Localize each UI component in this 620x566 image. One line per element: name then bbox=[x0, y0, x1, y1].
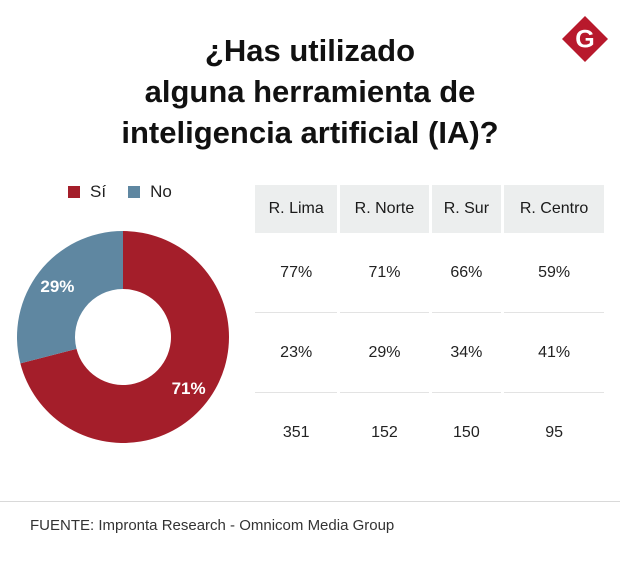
column-header: R. Sur bbox=[431, 185, 502, 233]
table-cell: 59% bbox=[504, 233, 604, 313]
donut-chart: 71% 29% bbox=[16, 231, 230, 443]
column-header: R. Centro bbox=[504, 185, 604, 233]
footer-divider bbox=[0, 501, 620, 502]
donut-label-no: 29% bbox=[40, 277, 74, 296]
brand-logo-icon: G bbox=[562, 16, 608, 62]
table-cell: 150 bbox=[453, 424, 480, 441]
table-cell: 29% bbox=[340, 313, 429, 393]
title-line-3: inteligencia artificial (IA)? bbox=[121, 115, 499, 150]
legend-item-no: No bbox=[128, 182, 172, 202]
table-row: 351 152 150 95 bbox=[255, 393, 604, 473]
donut-label-si: 71% bbox=[172, 379, 206, 398]
table-cell: 95 bbox=[545, 424, 563, 441]
legend: Sí No bbox=[68, 182, 194, 202]
table-row: 77% 71% 66% 59% bbox=[255, 233, 604, 313]
table-cell: 77% bbox=[255, 233, 338, 313]
donut-slice-si bbox=[20, 231, 230, 443]
table-cell: 71% bbox=[340, 233, 429, 313]
source-note: FUENTE: Impronta Research - Omnicom Medi… bbox=[30, 517, 395, 534]
legend-swatch-si bbox=[68, 186, 80, 198]
logo-diamond bbox=[562, 16, 608, 62]
regions-table: R. Lima R. Norte R. Sur R. Centro 77% 71… bbox=[252, 185, 607, 473]
title-line-2: alguna herramienta de bbox=[144, 74, 476, 109]
legend-swatch-no bbox=[128, 186, 141, 198]
table-cell: 41% bbox=[504, 313, 604, 393]
table-row: 23% 29% 34% 41% bbox=[255, 313, 604, 393]
table-cell: 152 bbox=[371, 424, 398, 441]
chart-title: ¿Has utilizado alguna herramienta de int… bbox=[60, 30, 560, 153]
table-cell: 23% bbox=[255, 313, 338, 393]
title-line-1: ¿Has utilizado bbox=[204, 33, 416, 68]
column-header: R. Norte bbox=[340, 185, 429, 233]
legend-item-si: Sí bbox=[68, 182, 106, 202]
logo-letter: G bbox=[575, 26, 594, 54]
table-header-row: R. Lima R. Norte R. Sur R. Centro bbox=[255, 185, 604, 233]
table-cell: 66% bbox=[431, 233, 502, 313]
legend-label-no: No bbox=[150, 182, 172, 201]
table-cell: 351 bbox=[282, 424, 310, 441]
table-cell: 34% bbox=[431, 313, 502, 393]
column-header: R. Lima bbox=[255, 185, 338, 233]
legend-label-si: Sí bbox=[90, 182, 107, 201]
donut-slice-no bbox=[16, 231, 124, 364]
